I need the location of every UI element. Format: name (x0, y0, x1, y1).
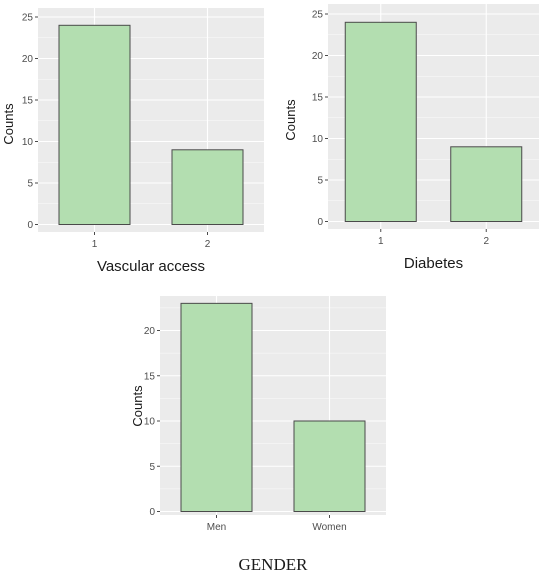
y-tick-label: 15 (144, 371, 156, 382)
bar-2 (450, 146, 523, 222)
x-tick-label-1: 1 (378, 236, 384, 247)
x-tick-label-2: Women (312, 522, 346, 533)
y-tick-label: 15 (312, 93, 324, 104)
y-tick-label: 20 (22, 54, 34, 65)
bar-2 (171, 149, 244, 225)
y-axis-title: Counts (283, 99, 298, 141)
x-axis-title: GENDER (239, 555, 309, 572)
bar-1 (58, 24, 131, 225)
x-axis-title: Vascular access (97, 258, 205, 275)
y-tick-label: 5 (149, 462, 155, 473)
y-tick-label: 15 (22, 96, 34, 107)
y-tick-label: 5 (27, 179, 33, 190)
x-tick-label-2: 2 (483, 236, 489, 247)
x-tick-label-1: 1 (92, 239, 98, 250)
y-axis-title: Counts (1, 103, 16, 145)
y-tick-label: 20 (312, 51, 324, 62)
y-axis-title: Counts (130, 385, 145, 427)
y-tick-label: 10 (144, 417, 156, 428)
x-axis-title: Diabetes (404, 255, 463, 272)
y-tick-label: 0 (27, 220, 33, 231)
y-tick-label: 0 (317, 217, 323, 228)
bar-men (180, 302, 253, 512)
y-tick-label: 10 (22, 137, 34, 148)
bar-chart-2: 0 5 10 15 20 25 1 2 Diabetes Counts (283, 4, 539, 272)
y-tick-label: 25 (22, 13, 34, 24)
y-tick-label: 25 (312, 10, 324, 21)
y-tick-label: 5 (317, 176, 323, 187)
x-tick-label-2: 2 (205, 239, 211, 250)
bar-women (293, 420, 366, 512)
bar-chart-3: 0 5 10 15 20 Men Women GENDER Counts (130, 296, 386, 572)
y-tick-label: 0 (149, 507, 155, 518)
bar-1 (344, 21, 417, 222)
y-tick-label: 20 (144, 326, 156, 337)
y-tick-label: 10 (312, 134, 324, 145)
x-tick-label-1: Men (207, 522, 226, 533)
